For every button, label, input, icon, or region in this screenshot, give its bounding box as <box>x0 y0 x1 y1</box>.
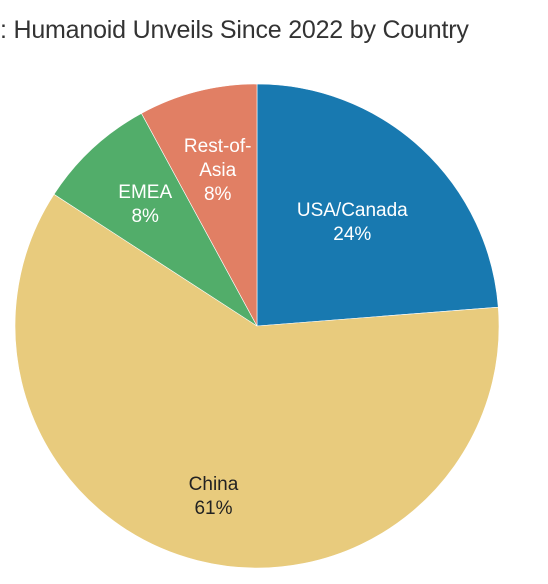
slice-name: China <box>189 474 239 495</box>
slice-percent: 8% <box>204 184 232 205</box>
slice-label: USA/Canada 24% <box>297 200 408 245</box>
slice-name: USA/Canada <box>297 200 408 221</box>
chart-title: : Humanoid Unveils Since 2022 by Country <box>0 16 469 44</box>
pie-slice-rest-of-asia <box>141 83 258 327</box>
pie-slice-usa-canada <box>256 83 499 327</box>
slice-name: Rest-of- <box>184 136 252 157</box>
pie-labels: USA/Canada 24% China 61% EMEA 8% Rest-of- Asia 8… <box>118 136 408 519</box>
slice-label: EMEA 8% <box>118 182 172 227</box>
slice-percent: 24% <box>333 224 371 245</box>
slice-label: China 61% <box>189 474 239 519</box>
slice-percent: 61% <box>194 498 232 519</box>
slice-name: Asia <box>199 160 236 181</box>
pie-slice-china <box>14 193 500 569</box>
pie-slices <box>14 83 500 569</box>
pie-slice-emea <box>53 112 258 327</box>
slice-label: Rest-of- Asia 8% <box>184 136 252 205</box>
slice-name: EMEA <box>118 182 172 203</box>
slice-percent: 8% <box>131 206 159 227</box>
